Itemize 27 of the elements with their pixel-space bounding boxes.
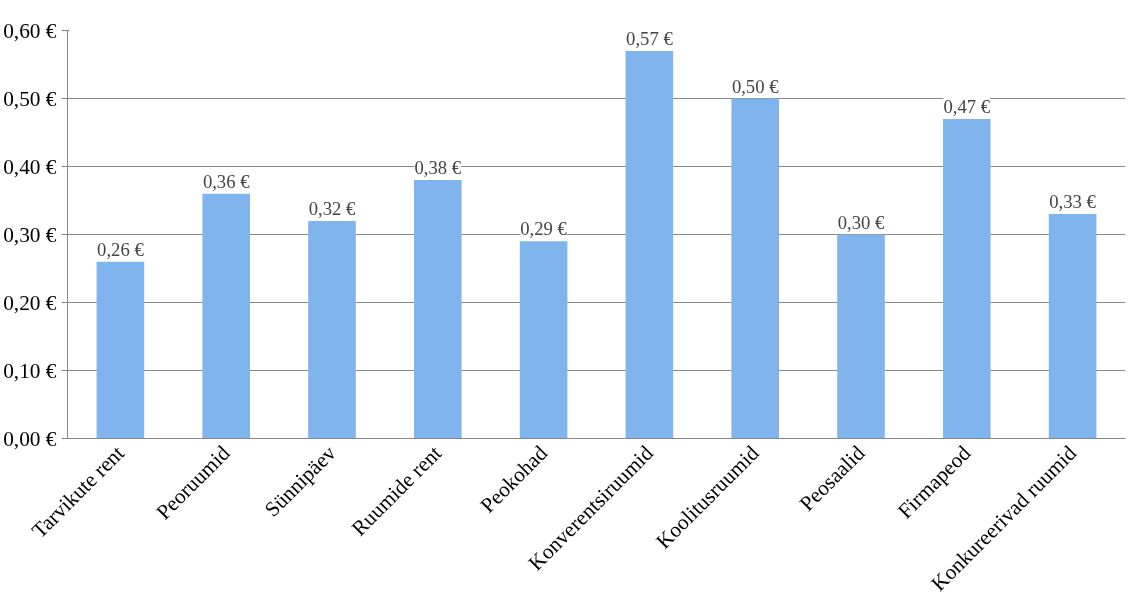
data-label: 0,47 € [943,95,991,117]
bar [837,234,885,439]
bar [731,98,780,439]
bar [519,241,568,439]
y-tick-label: 0,40 € [3,154,57,179]
y-tick-label: 0,20 € [3,290,57,315]
data-label: 0,36 € [202,170,251,192]
bar [413,180,462,439]
bar [625,50,674,439]
bar [1048,214,1097,439]
y-tick-label: 0,00 € [3,426,57,451]
y-tick-label: 0,10 € [3,358,57,383]
y-tick-label: 0,30 € [3,222,57,247]
data-label: 0,30 € [837,211,885,233]
bar [202,193,251,439]
data-label: 0,38 € [414,157,462,179]
data-label: 0,57 € [626,27,674,49]
data-label: 0,29 € [520,218,568,240]
bar [308,220,356,439]
bar [942,118,991,439]
data-label: 0,50 € [731,75,780,97]
y-tick-label: 0,50 € [3,86,57,111]
data-label: 0,33 € [1049,191,1097,213]
data-label: 0,32 € [308,197,356,219]
bar [96,261,145,439]
data-label: 0,26 € [97,238,145,260]
y-tick-label: 0,60 € [3,18,57,43]
